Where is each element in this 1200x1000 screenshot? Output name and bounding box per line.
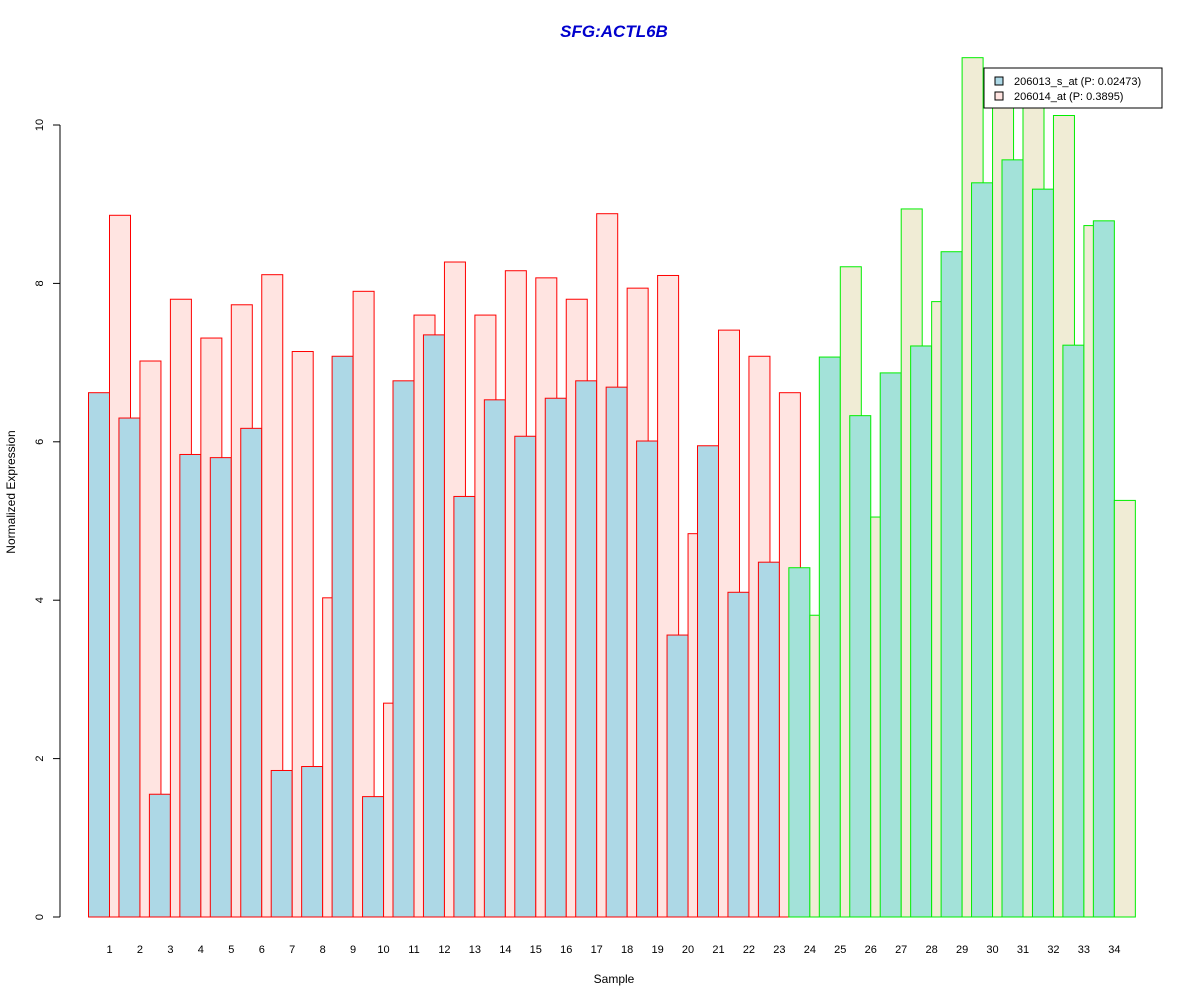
y-tick-label: 10 [34, 119, 46, 131]
chart-title: SFG:ACTL6B [560, 22, 668, 41]
x-tick-label: 5 [228, 944, 234, 956]
x-tick-label: 17 [591, 944, 603, 956]
x-tick-label: 22 [743, 944, 755, 956]
bar-206013-s-at [362, 796, 385, 918]
bar-206013-s-at [422, 334, 445, 918]
bar-206013-s-at [788, 567, 811, 918]
legend-swatch-206013 [994, 76, 1004, 86]
bar-206013-s-at [240, 427, 263, 918]
x-tick-label: 29 [956, 944, 968, 956]
y-axis-label: Normalized Expression [4, 430, 18, 553]
bar-206013-s-at [179, 453, 202, 918]
x-tick-label: 11 [408, 944, 419, 956]
x-tick-label: 25 [834, 944, 846, 956]
x-tick-label: 3 [167, 944, 173, 956]
legend-box [983, 67, 1163, 109]
x-tick-label: 6 [259, 944, 265, 956]
x-tick-label: 34 [1108, 944, 1120, 956]
bar-206013-s-at [88, 392, 110, 918]
y-tick-label: 2 [34, 756, 46, 762]
bar-206013-s-at [1031, 188, 1054, 918]
x-axis-label: Sample [594, 972, 635, 986]
x-tick-label: 18 [621, 944, 633, 956]
legend-label-206014: 206014_at (P: 0.3895) [1014, 91, 1123, 103]
x-tick-label: 4 [198, 944, 204, 956]
bar-206013-s-at [148, 793, 171, 918]
bar-206013-s-at [575, 380, 598, 918]
bar-206013-s-at [1001, 159, 1024, 918]
legend: 206013_s_at (P: 0.02473) 206014_at (P: 0… [983, 67, 1163, 109]
bar-206013-s-at [636, 440, 659, 918]
bar-206013-s-at [666, 634, 689, 918]
x-tick-label: 26 [865, 944, 877, 956]
legend-label-206013: 206013_s_at (P: 0.02473) [1014, 76, 1141, 88]
x-tick-label: 14 [499, 944, 511, 956]
x-tick-label: 20 [682, 944, 694, 956]
bar-206013-s-at [757, 561, 780, 918]
x-tick-label: 27 [895, 944, 907, 956]
bar-206013-s-at [209, 457, 232, 918]
x-tick-label: 15 [530, 944, 542, 956]
bar-206013-s-at [940, 251, 963, 918]
bar-206013-s-at [331, 355, 354, 918]
legend-swatch-206014 [994, 91, 1004, 101]
bar-206013-s-at [910, 345, 933, 918]
bar-206013-s-at [697, 445, 719, 918]
x-tick-label: 31 [1017, 944, 1029, 956]
y-axis: 0 2 4 6 8 10 [34, 119, 61, 920]
bar-206014-at [1113, 499, 1136, 918]
x-tick-label: 28 [926, 944, 938, 956]
y-tick-label: 4 [34, 597, 46, 603]
bar-206013-s-at [544, 397, 567, 918]
x-tick-label: 9 [350, 944, 356, 956]
bar-206013-s-at [818, 356, 841, 918]
bar-206013-s-at [392, 380, 415, 918]
bar-206013-s-at [1062, 344, 1085, 918]
x-tick-label: 23 [773, 944, 785, 956]
x-tick-label: 10 [377, 944, 389, 956]
bar-206013-s-at [727, 591, 750, 918]
x-tick-label: 30 [986, 944, 998, 956]
bar-206013-s-at [879, 372, 902, 918]
bar-206013-s-at [971, 182, 994, 918]
bar-206013-s-at [1092, 220, 1115, 918]
x-tick-label: 8 [320, 944, 326, 956]
x-tick-label: 21 [712, 944, 724, 956]
bar-206013-s-at [270, 769, 293, 918]
y-tick-label: 0 [34, 914, 46, 920]
bar-206013-s-at [118, 417, 141, 918]
x-tick-label: 12 [438, 944, 450, 956]
x-tick-label: 1 [106, 944, 112, 956]
bar-206013-s-at [453, 495, 476, 918]
bar-206013-s-at [605, 386, 628, 918]
x-axis: 1 2 3 4 5 6 7 8 9 10 11 12 13 14 15 16 17 18 19 20 21 22 23 24 2… [106, 944, 1120, 956]
bar-206013-s-at [301, 766, 324, 918]
x-tick-label: 2 [137, 944, 143, 956]
x-tick-label: 19 [651, 944, 663, 956]
x-tick-label: 13 [469, 944, 481, 956]
x-tick-label: 16 [560, 944, 572, 956]
x-tick-label: 32 [1047, 944, 1059, 956]
x-tick-label: 33 [1078, 944, 1090, 956]
x-tick-label: 24 [804, 944, 816, 956]
bar-206013-s-at [514, 435, 537, 918]
bar-206013-s-at [483, 399, 506, 918]
bar-206013-s-at [849, 415, 872, 918]
y-tick-label: 8 [34, 280, 46, 286]
bars [88, 57, 1136, 918]
x-tick-label: 7 [289, 944, 295, 956]
y-tick-label: 6 [34, 439, 46, 445]
